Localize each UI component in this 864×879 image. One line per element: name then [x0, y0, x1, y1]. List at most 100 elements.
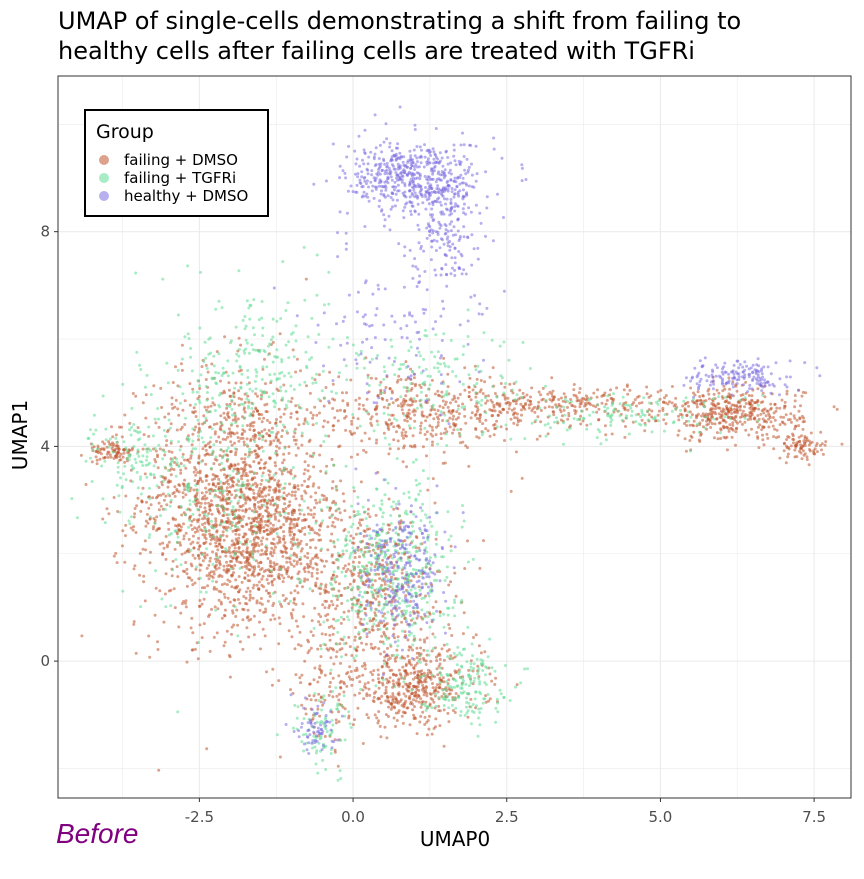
- scatter-point: [195, 491, 199, 495]
- scatter-point: [218, 538, 222, 542]
- scatter-point: [815, 450, 819, 454]
- scatter-point: [801, 444, 805, 448]
- scatter-point: [203, 516, 207, 520]
- scatter-point: [281, 423, 285, 427]
- scatter-point: [222, 592, 226, 596]
- scatter-point: [323, 606, 327, 610]
- scatter-point: [272, 551, 276, 555]
- scatter-point: [251, 348, 255, 352]
- scatter-point: [277, 495, 281, 499]
- scatter-point: [409, 588, 413, 592]
- scatter-point: [226, 404, 230, 408]
- scatter-point: [372, 669, 376, 673]
- scatter-point: [324, 614, 328, 618]
- scatter-point: [394, 673, 398, 677]
- scatter-point: [188, 515, 192, 519]
- scatter-point: [389, 554, 393, 558]
- scatter-point: [245, 437, 249, 441]
- scatter-point: [407, 633, 411, 637]
- scatter-point: [257, 565, 261, 569]
- scatter-point: [332, 662, 336, 666]
- scatter-point: [353, 556, 357, 559]
- scatter-point: [390, 702, 394, 706]
- scatter-point: [235, 431, 239, 435]
- scatter-point: [411, 539, 414, 543]
- scatter-point: [291, 348, 295, 352]
- scatter-point: [341, 552, 345, 556]
- scatter-point: [201, 517, 204, 521]
- scatter-point: [396, 404, 400, 408]
- scatter-point: [247, 563, 251, 567]
- scatter-point: [612, 397, 616, 401]
- scatter-point: [163, 450, 167, 454]
- scatter-point: [187, 337, 191, 340]
- scatter-point: [492, 403, 496, 407]
- scatter-point: [313, 666, 317, 670]
- scatter-point: [244, 590, 248, 594]
- scatter-point: [730, 435, 734, 439]
- scatter-point: [419, 697, 423, 701]
- scatter-point: [162, 546, 166, 550]
- scatter-point: [251, 488, 255, 492]
- scatter-point: [257, 446, 261, 450]
- scatter-point: [260, 505, 264, 509]
- scatter-point: [120, 435, 124, 439]
- scatter-point: [472, 636, 475, 639]
- scatter-point: [205, 398, 209, 402]
- scatter-point: [519, 419, 523, 423]
- scatter-point: [233, 402, 237, 406]
- scatter-point: [277, 407, 281, 411]
- scatter-point: [222, 411, 226, 415]
- scatter-point: [282, 538, 286, 541]
- scatter-point: [414, 699, 418, 703]
- scatter-point: [543, 406, 547, 410]
- scatter-point: [259, 539, 263, 543]
- scatter-point: [248, 387, 252, 391]
- scatter-point: [173, 547, 177, 551]
- scatter-point: [677, 414, 680, 418]
- scatter-point: [230, 493, 234, 497]
- scatter-point: [107, 450, 111, 454]
- scatter-point: [248, 596, 252, 600]
- scatter-point: [271, 529, 274, 533]
- scatter-point: [605, 398, 609, 402]
- scatter-point: [149, 550, 152, 554]
- scatter-point: [237, 336, 241, 340]
- scatter-point: [469, 398, 473, 402]
- scatter-point: [270, 546, 274, 550]
- series-failing-dmso: [79, 277, 844, 772]
- scatter-point: [225, 529, 229, 533]
- scatter-point: [417, 689, 421, 692]
- scatter-point: [141, 401, 145, 405]
- scatter-point: [203, 501, 207, 505]
- scatter-point: [252, 460, 256, 464]
- scatter-point: [327, 590, 330, 594]
- scatter-point: [287, 575, 291, 579]
- scatter-point: [458, 392, 462, 396]
- scatter-point: [421, 683, 425, 687]
- scatter-point: [684, 449, 688, 453]
- scatter-point: [154, 496, 158, 500]
- scatter-point: [159, 504, 163, 508]
- scatter-point: [267, 488, 271, 492]
- scatter-point: [718, 421, 722, 425]
- scatter-point: [284, 389, 288, 393]
- scatter-point: [300, 483, 304, 487]
- scatter-point: [699, 398, 703, 402]
- scatter-point: [367, 561, 371, 565]
- scatter-point: [355, 585, 359, 589]
- scatter-point: [273, 405, 277, 409]
- scatter-point: [428, 675, 432, 679]
- scatter-point: [503, 385, 507, 389]
- scatter-point: [393, 685, 397, 689]
- scatter-point: [371, 628, 375, 632]
- scatter-point: [286, 516, 290, 519]
- scatter-point: [387, 665, 391, 669]
- scatter-point: [287, 371, 291, 375]
- scatter-point: [419, 646, 423, 650]
- scatter-point: [748, 402, 752, 406]
- scatter-point: [243, 463, 247, 467]
- scatter-point: [166, 485, 170, 489]
- scatter-point: [184, 561, 188, 564]
- scatter-point: [336, 764, 340, 768]
